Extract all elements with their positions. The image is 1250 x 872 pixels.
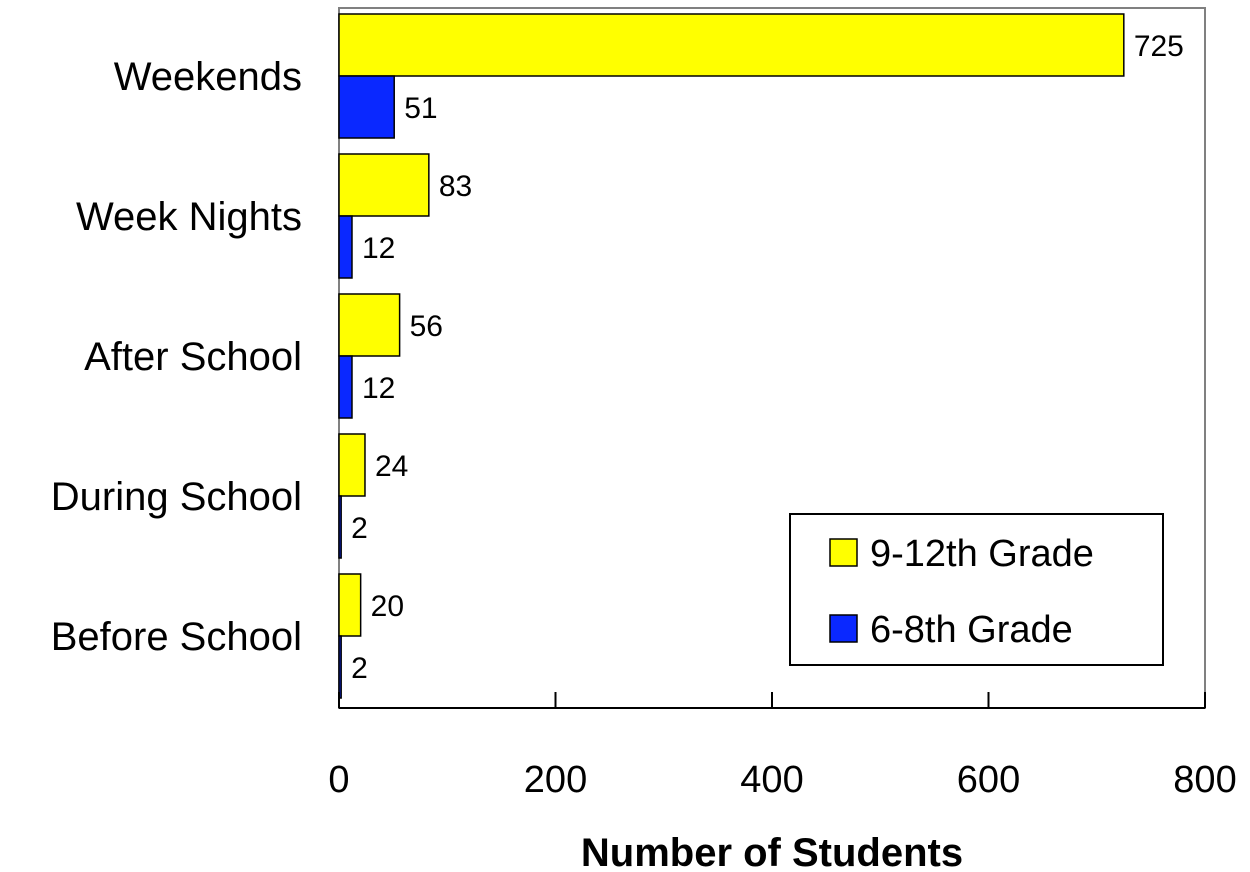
data-label-6-8th-grade-weekends: 51 <box>404 92 437 125</box>
data-label-9-12th-grade-weekends: 725 <box>1134 30 1184 63</box>
bar-9-12th-grade-before-school <box>338 573 362 637</box>
bar-9-12th-grade-during-school <box>338 433 366 497</box>
x-tick-label-0: 0 <box>328 759 349 801</box>
legend-swatch-9-12th-grade <box>829 538 858 567</box>
x-tick-label-400: 400 <box>740 759 803 801</box>
bar-9-12th-grade-weekends <box>338 13 1125 77</box>
legend-label-6-8th-grade: 6-8th Grade <box>870 609 1073 651</box>
x-tick-label-600: 600 <box>957 759 1020 801</box>
category-label-after-school: After School <box>84 335 302 379</box>
x-tick-label-800: 800 <box>1173 759 1236 801</box>
legend: 9-12th Grade 6-8th Grade <box>789 513 1164 666</box>
bar-6-8th-grade-after-school <box>338 355 353 419</box>
category-label-weekends: Weekends <box>114 55 302 99</box>
data-label-9-12th-grade-after-school: 56 <box>410 310 443 343</box>
category-label-during-school: During School <box>51 475 302 519</box>
x-axis: 0 200 400 600 800 <box>328 692 1237 801</box>
category-label-week-nights: Week Nights <box>76 195 302 239</box>
bar-6-8th-grade-week-nights <box>338 215 353 279</box>
data-label-6-8th-grade-before-school: 2 <box>351 652 368 685</box>
category-labels: Weekends Week Nights After School During Sc… <box>51 55 302 659</box>
data-label-6-8th-grade-after-school: 12 <box>362 372 395 405</box>
bar-9-12th-grade-after-school <box>338 293 401 357</box>
bar-6-8th-grade-before-school <box>338 635 342 699</box>
legend-swatch-6-8th-grade <box>829 614 858 643</box>
bar-6-8th-grade-during-school <box>338 495 342 559</box>
x-tick-label-200: 200 <box>524 759 587 801</box>
data-label-9-12th-grade-before-school: 20 <box>371 590 404 623</box>
bars-layer <box>338 13 1125 699</box>
category-label-before-school: Before School <box>51 615 302 659</box>
data-label-9-12th-grade-during-school: 24 <box>375 450 408 483</box>
data-label-6-8th-grade-week-nights: 12 <box>362 232 395 265</box>
bar-6-8th-grade-weekends <box>338 75 395 139</box>
data-label-6-8th-grade-during-school: 2 <box>351 512 368 545</box>
x-axis-title: Number of Students <box>581 831 963 872</box>
data-label-9-12th-grade-week-nights: 83 <box>439 170 472 203</box>
legend-label-9-12th-grade: 9-12th Grade <box>870 533 1094 575</box>
bar-9-12th-grade-week-nights <box>338 153 430 217</box>
